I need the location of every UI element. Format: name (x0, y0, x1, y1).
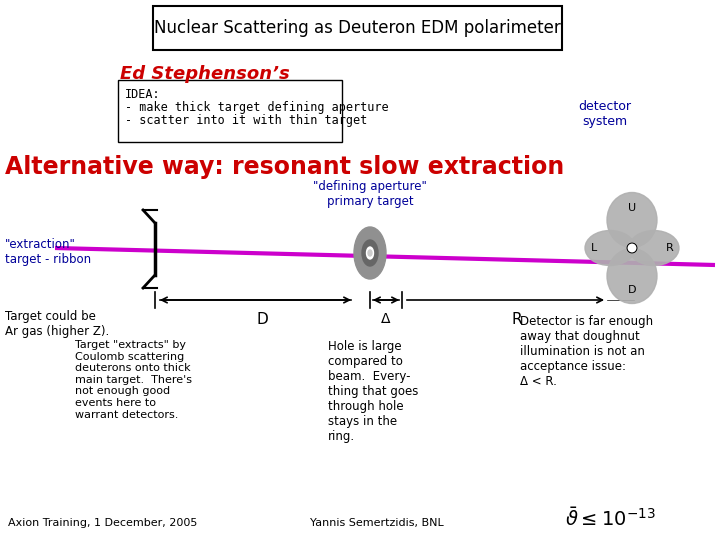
Text: IDEA:: IDEA: (125, 88, 161, 101)
Ellipse shape (585, 231, 635, 266)
Text: - scatter into it with thin target: - scatter into it with thin target (125, 114, 367, 127)
Text: Axion Training, 1 December, 2005: Axion Training, 1 December, 2005 (8, 518, 197, 528)
Text: Ed Stephenson’s: Ed Stephenson’s (120, 65, 289, 83)
Text: D: D (628, 285, 636, 295)
FancyBboxPatch shape (118, 80, 342, 142)
Text: U: U (628, 203, 636, 213)
Ellipse shape (629, 231, 679, 266)
Text: $\bar{\vartheta} \leq 10^{-13}$: $\bar{\vartheta} \leq 10^{-13}$ (565, 507, 656, 530)
Text: R: R (512, 312, 522, 327)
Text: detector
system: detector system (578, 100, 631, 128)
Text: "extraction"
target - ribbon: "extraction" target - ribbon (5, 238, 91, 266)
Text: Target "extracts" by
Coulomb scattering
deuterons onto thick
main target.  There: Target "extracts" by Coulomb scattering … (75, 340, 192, 420)
Text: Alternative way: resonant slow extraction: Alternative way: resonant slow extractio… (5, 155, 564, 179)
Text: Detector is far enough
away that doughnut
illumination is not an
acceptance issu: Detector is far enough away that doughnu… (520, 315, 653, 388)
Ellipse shape (366, 247, 374, 259)
FancyBboxPatch shape (153, 6, 562, 50)
Text: Hole is large
compared to
beam.  Every-
thing that goes
through hole
stays in th: Hole is large compared to beam. Every- t… (328, 340, 418, 443)
Text: D: D (256, 312, 269, 327)
Text: Yannis Semertzidis, BNL: Yannis Semertzidis, BNL (310, 518, 444, 528)
Ellipse shape (362, 240, 378, 266)
Text: Target could be
Ar gas (higher Z).: Target could be Ar gas (higher Z). (5, 310, 109, 338)
Ellipse shape (607, 192, 657, 247)
Text: - make thick target defining aperture: - make thick target defining aperture (125, 101, 389, 114)
Ellipse shape (354, 227, 386, 279)
Ellipse shape (368, 250, 372, 256)
Text: Nuclear Scattering as Deuteron EDM polarimeter: Nuclear Scattering as Deuteron EDM polar… (153, 19, 560, 37)
Text: Δ: Δ (382, 312, 391, 326)
Text: "defining aperture"
primary target: "defining aperture" primary target (313, 180, 427, 208)
Ellipse shape (627, 243, 637, 253)
Ellipse shape (607, 248, 657, 303)
Text: R: R (666, 243, 674, 253)
Text: L: L (591, 243, 597, 253)
